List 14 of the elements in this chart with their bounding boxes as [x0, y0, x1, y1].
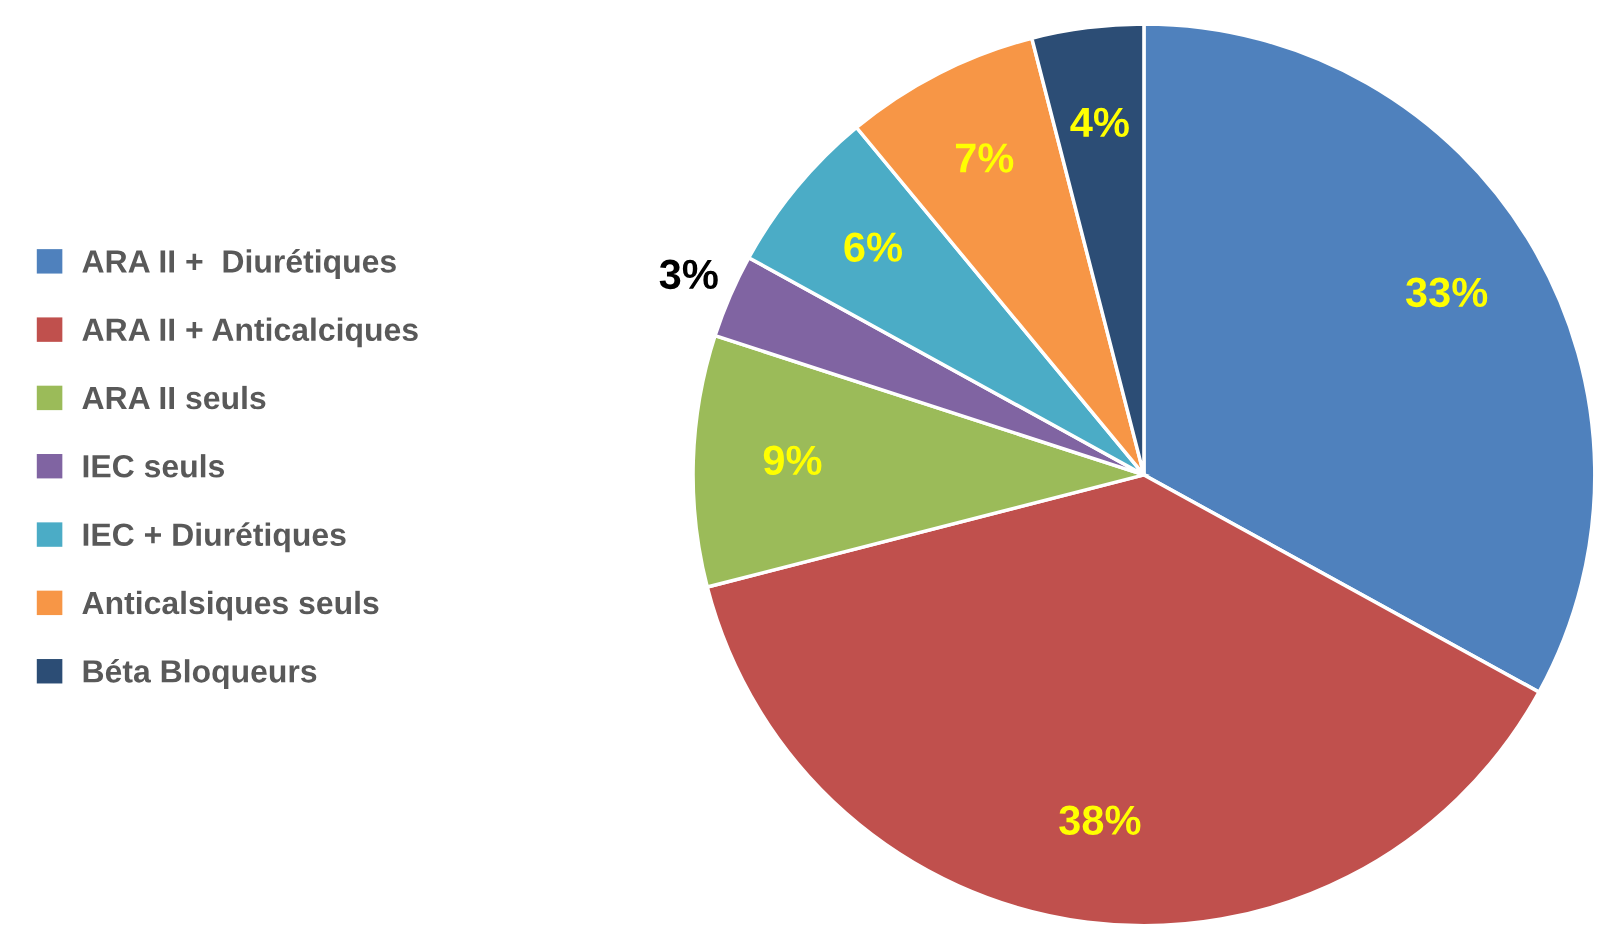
data-label: 6% — [844, 232, 902, 262]
legend-label: ARA II + Anticalciques — [82, 317, 418, 348]
data-label: 9% — [763, 445, 822, 476]
legend-label: ARA II + Diurétiques — [82, 249, 396, 280]
data-label: 38% — [1059, 805, 1141, 836]
legend-label: Béta Bloqueurs — [83, 658, 317, 689]
legend-label: ARA II seuls — [82, 385, 266, 410]
data-label: 3% — [659, 259, 718, 290]
data-label: 4% — [1070, 107, 1129, 138]
legend-label: IEC + Diurétiques — [83, 522, 346, 553]
data-label: 33% — [1405, 277, 1488, 308]
data-label: 7% — [955, 143, 1014, 173]
legend-label: Anticalsiques seuls — [82, 590, 379, 621]
legend-label: IEC seuls — [83, 454, 225, 478]
